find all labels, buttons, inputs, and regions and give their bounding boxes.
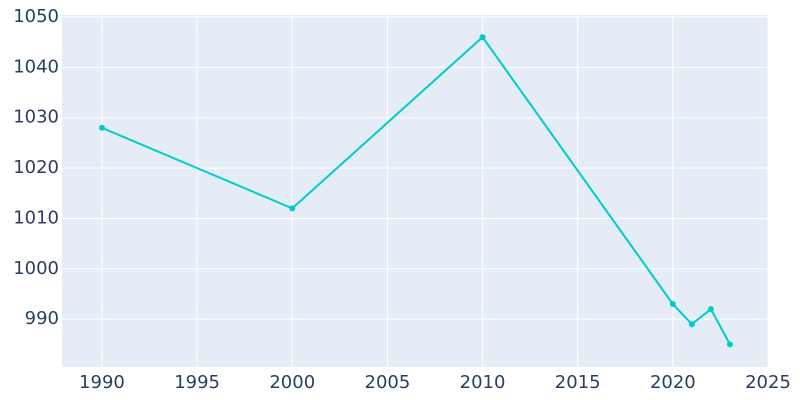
marker — [707, 306, 714, 313]
marker — [688, 321, 695, 328]
y-tick-label: 1000 — [13, 258, 59, 279]
x-tick-label: 2005 — [365, 372, 411, 393]
marker — [289, 205, 296, 212]
plot-area — [62, 15, 768, 367]
x-tick-label: 2020 — [650, 372, 696, 393]
x-tick-label: 2000 — [269, 372, 315, 393]
x-tick-label: 1990 — [79, 372, 125, 393]
x-tick-label: 2010 — [460, 372, 506, 393]
y-tick-label: 1010 — [13, 207, 59, 228]
marker — [98, 124, 105, 131]
y-tick-label: 1040 — [13, 56, 59, 77]
marker — [669, 301, 676, 308]
y-tick-label: 1030 — [13, 107, 59, 128]
marker — [726, 341, 733, 348]
x-tick-label: 1995 — [174, 372, 220, 393]
x-tick-label: 2025 — [745, 372, 791, 393]
y-tick-label: 1020 — [13, 157, 59, 178]
y-tick-label: 1050 — [13, 6, 59, 27]
marker — [479, 34, 486, 41]
x-tick-label: 2015 — [555, 372, 601, 393]
y-tick-label: 990 — [25, 308, 59, 329]
